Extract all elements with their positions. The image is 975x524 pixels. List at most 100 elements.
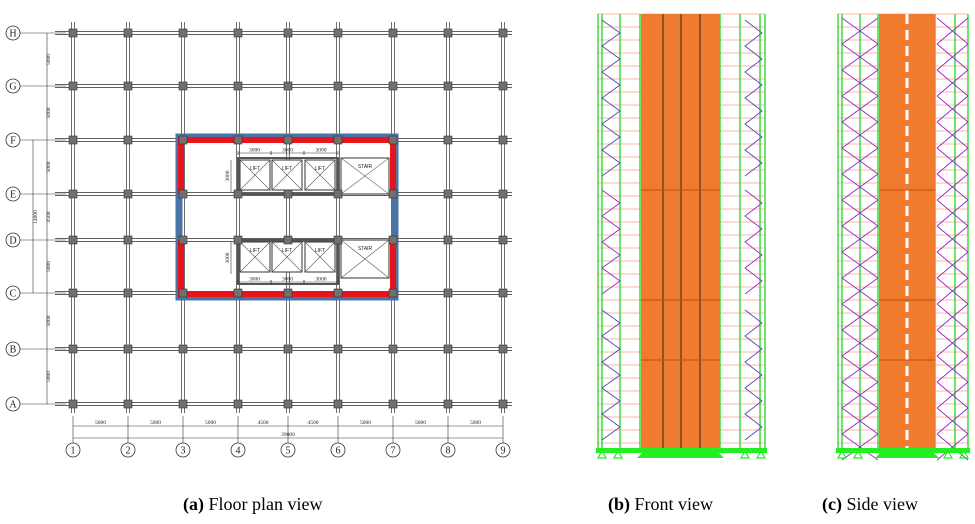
core-base: [875, 448, 939, 458]
front-view: [596, 13, 767, 459]
column-node: [388, 235, 398, 245]
brace: [601, 309, 621, 441]
column-node: [443, 81, 453, 91]
column-node: [443, 189, 453, 199]
column-axis-label: 7: [391, 446, 396, 457]
column-node: [283, 399, 293, 409]
brace: [936, 303, 969, 331]
core-bottom-dim: 3000: [282, 277, 293, 283]
row-axis-label: F: [10, 136, 16, 147]
lift-box-diag: [271, 159, 303, 191]
column-node: [178, 399, 188, 409]
row-axis-label: B: [10, 345, 17, 356]
column-node: [498, 399, 508, 409]
lift-box-label: LIFT: [315, 166, 325, 172]
column-node: [123, 135, 133, 145]
column-node: [123, 235, 133, 245]
column-axis-label: 6: [336, 446, 341, 457]
column-axis-label: 2: [126, 446, 131, 457]
brace: [744, 189, 763, 295]
brace: [841, 17, 879, 45]
structural-figure: LIFT LIFT LIFT STAIR LIFT LIFT LIFT STAIR 3000 30…: [5, 13, 970, 461]
column-node: [283, 81, 293, 91]
column-node: [283, 344, 293, 354]
caption-c-text: Side view: [846, 494, 918, 514]
column-node: [388, 399, 398, 409]
column-node: [333, 344, 343, 354]
brace: [936, 433, 969, 461]
column-spacing-label: 5000: [150, 420, 161, 426]
lift-box-diag: [304, 241, 336, 273]
caption-a-text: Floor plan view: [208, 494, 323, 514]
column-axis-label: 3: [181, 446, 186, 457]
caption-b-letter: (b): [608, 494, 630, 514]
column-node: [68, 81, 78, 91]
column-node: [498, 235, 508, 245]
column-node: [178, 135, 188, 145]
column-node: [178, 28, 188, 38]
brace: [601, 189, 621, 295]
support-icon: [755, 449, 767, 459]
column-spacing-label: 4500: [258, 420, 269, 426]
column-node: [388, 81, 398, 91]
column-axis-label: 9: [501, 446, 506, 457]
column-node: [123, 189, 133, 199]
core-top-dim: 3000: [249, 148, 260, 154]
column-spacing-label: 5000: [415, 420, 426, 426]
core-top-dim: 3000: [316, 148, 327, 154]
column-node: [123, 288, 133, 298]
brace: [936, 251, 969, 279]
column-node: [283, 28, 293, 38]
column-node: [178, 189, 188, 199]
caption-c: (c) Side view: [822, 494, 918, 515]
column-node: [123, 399, 133, 409]
lift-box-label: LIFT: [250, 166, 260, 172]
brace: [936, 277, 969, 305]
column-node: [443, 135, 453, 145]
brace: [841, 173, 879, 201]
brace: [841, 251, 879, 279]
column-node: [233, 135, 243, 145]
support-icon: [596, 449, 608, 459]
column-node: [233, 81, 243, 91]
brace: [841, 303, 879, 331]
brace: [936, 95, 969, 123]
row-spacing-label: 5000: [46, 54, 52, 65]
column-node: [388, 189, 398, 199]
brace: [841, 329, 879, 357]
column-node: [388, 135, 398, 145]
brace: [841, 121, 879, 149]
brace: [841, 433, 879, 461]
column-node: [498, 81, 508, 91]
lift-box-label: LIFT: [282, 166, 292, 172]
column-node: [498, 288, 508, 298]
column-node: [178, 288, 188, 298]
lift-box-diag: [239, 159, 271, 191]
core-top-height: 3000: [225, 170, 231, 181]
column-spacing-label: 4500: [308, 420, 319, 426]
column-node: [333, 135, 343, 145]
column-node: [333, 399, 343, 409]
column-node: [333, 288, 343, 298]
row-spacing-label: 5000: [46, 371, 52, 382]
row-axis-label: H: [9, 29, 16, 40]
brace: [936, 121, 969, 149]
brace: [936, 407, 969, 435]
brace: [841, 199, 879, 227]
brace: [936, 329, 969, 357]
column-node: [333, 235, 343, 245]
column-node: [233, 344, 243, 354]
column-node: [233, 189, 243, 199]
brace: [936, 69, 969, 97]
column-node: [123, 28, 133, 38]
column-node: [443, 288, 453, 298]
column-node: [283, 135, 293, 145]
column-node: [123, 344, 133, 354]
column-node: [233, 399, 243, 409]
column-node: [68, 344, 78, 354]
column-node: [388, 288, 398, 298]
column-node: [443, 344, 453, 354]
column-axis-label: 8: [446, 446, 451, 457]
column-node: [178, 344, 188, 354]
brace: [744, 309, 763, 441]
